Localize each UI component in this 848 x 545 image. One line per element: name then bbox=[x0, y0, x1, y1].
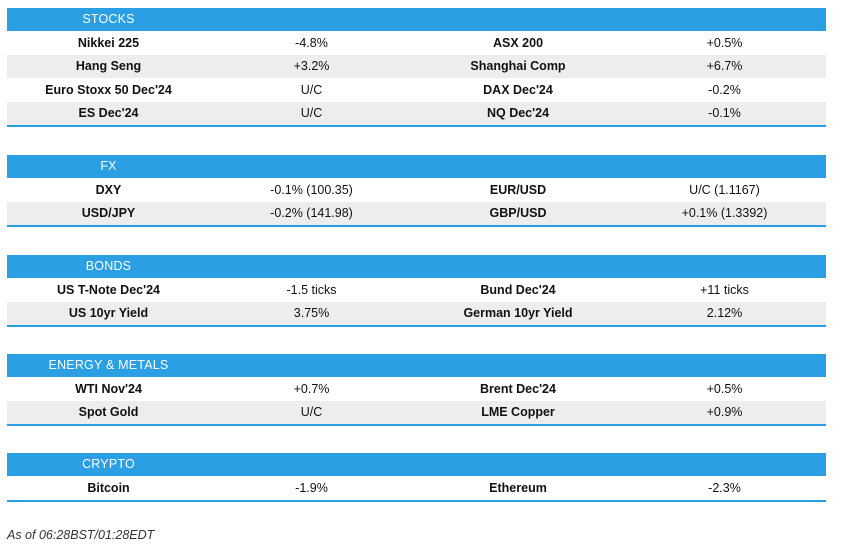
instrument-value: +0.9% bbox=[706, 405, 743, 420]
section-header: ENERGY & METALS bbox=[7, 354, 826, 377]
instrument-value: -1.9% bbox=[295, 480, 328, 495]
instrument-name: ASX 200 bbox=[492, 35, 544, 50]
instrument-value: 2.12% bbox=[706, 306, 743, 321]
instrument-name: Nikkei 225 bbox=[77, 35, 140, 50]
table-row: US T-Note Dec'24 -1.5 ticks Bund Dec'24 … bbox=[7, 278, 826, 302]
table-row: Spot Gold U/C LME Copper +0.9% bbox=[7, 400, 826, 424]
instrument-value: U/C bbox=[300, 82, 323, 97]
instrument-name: USD/JPY bbox=[81, 206, 136, 221]
section-energy-metals: ENERGY & METALS WTI Nov'24 +0.7% Brent D… bbox=[7, 354, 826, 426]
instrument-value: -0.1% bbox=[708, 106, 741, 121]
instrument-name: Bitcoin bbox=[87, 480, 130, 495]
table-row: Euro Stoxx 50 Dec'24 U/C DAX Dec'24 -0.2… bbox=[7, 78, 826, 102]
instrument-name: Ethereum bbox=[489, 480, 547, 495]
instrument-name: US 10yr Yield bbox=[68, 306, 149, 321]
instrument-value: U/C bbox=[300, 106, 323, 121]
instrument-value: -0.2% bbox=[708, 82, 741, 97]
table-row: DXY -0.1% (100.35) EUR/USD U/C (1.1167) bbox=[7, 178, 826, 202]
section-title: FX bbox=[100, 159, 117, 173]
instrument-name: LME Copper bbox=[481, 405, 555, 420]
section-divider bbox=[7, 225, 826, 227]
table-row: Bitcoin -1.9% Ethereum -2.3% bbox=[7, 476, 826, 500]
section-divider bbox=[7, 125, 826, 127]
table-row: Hang Seng +3.2% Shanghai Comp +6.7% bbox=[7, 54, 826, 78]
instrument-name: DAX Dec'24 bbox=[483, 82, 553, 97]
instrument-value: +0.5% bbox=[706, 381, 743, 396]
section-title: ENERGY & METALS bbox=[48, 358, 169, 372]
section-divider bbox=[7, 424, 826, 426]
instrument-value: +6.7% bbox=[706, 59, 743, 74]
instrument-value: +0.1% (1.3392) bbox=[681, 206, 768, 221]
section-stocks: STOCKS Nikkei 225 -4.8% ASX 200 +0.5% Ha… bbox=[7, 8, 826, 127]
instrument-name: GBP/USD bbox=[489, 206, 547, 221]
instrument-value: -0.1% (100.35) bbox=[270, 182, 353, 197]
instrument-value: +0.5% bbox=[706, 35, 743, 50]
instrument-value: -0.2% (141.98) bbox=[270, 206, 353, 221]
section-divider bbox=[7, 499, 826, 502]
table-row: US 10yr Yield 3.75% German 10yr Yield 2.… bbox=[7, 301, 826, 325]
instrument-value: -2.3% bbox=[708, 480, 741, 495]
table-row: USD/JPY -0.2% (141.98) GBP/USD +0.1% (1.… bbox=[7, 201, 826, 225]
section-header: STOCKS bbox=[7, 8, 826, 31]
instrument-name: WTI Nov'24 bbox=[75, 381, 142, 396]
table-row: ES Dec'24 U/C NQ Dec'24 -0.1% bbox=[7, 101, 826, 125]
instrument-value: +11 ticks bbox=[700, 282, 749, 297]
instrument-name: Bund Dec'24 bbox=[480, 282, 556, 297]
instrument-name: Brent Dec'24 bbox=[480, 381, 556, 396]
table-row: WTI Nov'24 +0.7% Brent Dec'24 +0.5% bbox=[7, 377, 826, 401]
instrument-name: DXY bbox=[95, 182, 122, 197]
instrument-name: NQ Dec'24 bbox=[486, 106, 550, 121]
section-header: BONDS bbox=[7, 255, 826, 278]
instrument-value: U/C (1.1167) bbox=[689, 182, 760, 197]
instrument-name: EUR/USD bbox=[489, 182, 547, 197]
instrument-value: +3.2% bbox=[293, 59, 330, 74]
section-divider bbox=[7, 325, 826, 327]
instrument-name: US T-Note Dec'24 bbox=[56, 282, 160, 297]
instrument-value: -1.5 ticks bbox=[286, 282, 337, 297]
instrument-value: -4.8% bbox=[295, 35, 328, 50]
section-title: BONDS bbox=[85, 259, 132, 273]
instrument-name: Spot Gold bbox=[78, 405, 139, 420]
instrument-name: German 10yr Yield bbox=[463, 306, 573, 321]
instrument-name: Euro Stoxx 50 Dec'24 bbox=[45, 82, 172, 97]
instrument-value: U/C bbox=[300, 405, 323, 420]
instrument-name: ES Dec'24 bbox=[78, 106, 139, 121]
section-header: FX bbox=[7, 155, 826, 178]
timestamp-footnote: As of 06:28BST/01:28EDT bbox=[7, 528, 155, 542]
section-header: CRYPTO bbox=[7, 453, 826, 476]
instrument-name: Hang Seng bbox=[75, 59, 142, 74]
table-row: Nikkei 225 -4.8% ASX 200 +0.5% bbox=[7, 31, 826, 55]
instrument-name: Shanghai Comp bbox=[470, 59, 566, 74]
section-bonds: BONDS US T-Note Dec'24 -1.5 ticks Bund D… bbox=[7, 255, 826, 327]
section-title: CRYPTO bbox=[82, 457, 135, 471]
section-crypto: CRYPTO Bitcoin -1.9% Ethereum -2.3% bbox=[7, 453, 826, 502]
section-title: STOCKS bbox=[82, 12, 135, 26]
instrument-value: +0.7% bbox=[293, 381, 330, 396]
section-fx: FX DXY -0.1% (100.35) EUR/USD U/C (1.116… bbox=[7, 155, 826, 227]
instrument-value: 3.75% bbox=[293, 306, 330, 321]
